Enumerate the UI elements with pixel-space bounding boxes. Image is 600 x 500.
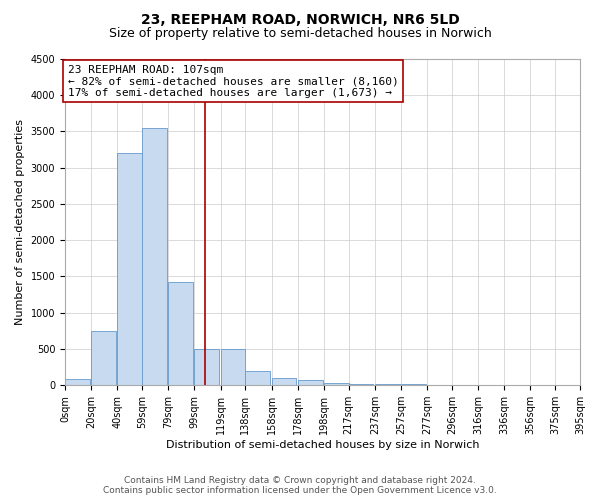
Text: 23, REEPHAM ROAD, NORWICH, NR6 5LD: 23, REEPHAM ROAD, NORWICH, NR6 5LD bbox=[140, 12, 460, 26]
Bar bbox=[221, 349, 245, 385]
Bar bbox=[375, 384, 400, 385]
Bar bbox=[91, 331, 116, 385]
Y-axis label: Number of semi-detached properties: Number of semi-detached properties bbox=[15, 119, 25, 325]
Bar bbox=[401, 384, 426, 385]
Bar bbox=[272, 378, 296, 385]
Text: Size of property relative to semi-detached houses in Norwich: Size of property relative to semi-detach… bbox=[109, 28, 491, 40]
Bar bbox=[324, 382, 349, 385]
Bar bbox=[245, 370, 270, 385]
Bar bbox=[142, 128, 167, 385]
Text: Contains HM Land Registry data © Crown copyright and database right 2024.
Contai: Contains HM Land Registry data © Crown c… bbox=[103, 476, 497, 495]
Bar bbox=[65, 380, 90, 385]
Bar bbox=[194, 349, 219, 385]
X-axis label: Distribution of semi-detached houses by size in Norwich: Distribution of semi-detached houses by … bbox=[166, 440, 479, 450]
Bar bbox=[168, 282, 193, 385]
Bar bbox=[298, 380, 323, 385]
Bar bbox=[349, 384, 373, 385]
Text: 23 REEPHAM ROAD: 107sqm
← 82% of semi-detached houses are smaller (8,160)
17% of: 23 REEPHAM ROAD: 107sqm ← 82% of semi-de… bbox=[68, 65, 398, 98]
Bar bbox=[118, 153, 142, 385]
